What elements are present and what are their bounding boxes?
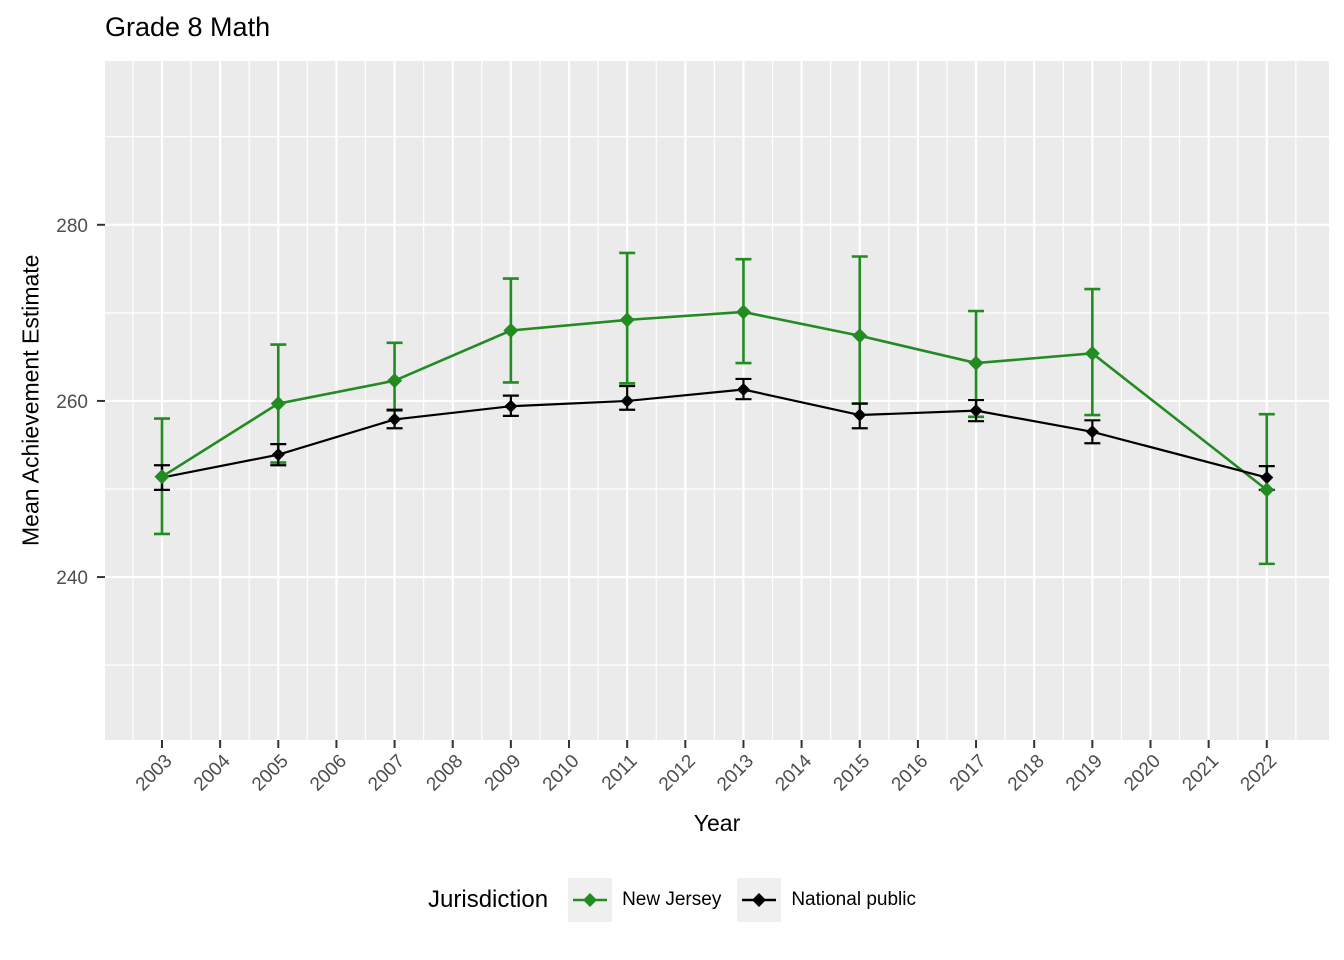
x-tick-label: 2007 <box>364 751 409 796</box>
point-new-jersey <box>852 328 868 344</box>
point-national-public <box>1085 425 1099 439</box>
point-national-public <box>504 399 518 413</box>
legend-item-label: National public <box>791 889 916 910</box>
legend-item-label: New Jersey <box>622 889 722 910</box>
point-new-jersey <box>1084 345 1100 361</box>
x-tick-label: 2016 <box>888 751 933 796</box>
point-new-jersey <box>503 322 519 338</box>
point-new-jersey <box>735 304 751 320</box>
point-national-public <box>620 394 634 408</box>
point-national-public <box>1260 471 1274 485</box>
plot-area: 240 260 280 2003 2004 2005 2006 2007 2008 2009 201… <box>56 61 1329 796</box>
x-tick-label: 2018 <box>1004 751 1049 796</box>
x-tick-label: 2009 <box>481 751 526 796</box>
point-national-public <box>388 412 402 426</box>
legend-item-new-jersey: New Jersey <box>568 878 721 922</box>
x-tick-label: 2011 <box>598 751 642 795</box>
point-national-public <box>969 404 983 418</box>
x-axis-title: Year <box>693 810 741 836</box>
line-new-jersey <box>161 310 1268 491</box>
x-tick-label: 2004 <box>190 750 235 795</box>
x-tick-label: 2022 <box>1237 751 1282 796</box>
point-national-public <box>736 382 750 396</box>
point-new-jersey <box>619 312 635 328</box>
x-tick-label: 2015 <box>830 751 875 796</box>
point-national-public <box>853 408 867 422</box>
x-tick-label: 2020 <box>1120 751 1165 796</box>
legend-key-glyph <box>742 893 777 907</box>
legend-key-icon <box>737 878 782 922</box>
line-national-public <box>161 388 1268 479</box>
point-new-jersey <box>968 355 984 371</box>
point-new-jersey <box>154 469 170 485</box>
x-tick-label: 2021 <box>1178 751 1223 796</box>
x-tick-label: 2019 <box>1062 751 1107 796</box>
legend-key-icon <box>568 878 613 922</box>
legend-item-national-public: National public <box>737 878 916 922</box>
point-new-jersey <box>270 396 286 412</box>
x-tick-label: 2017 <box>946 751 991 796</box>
legend-items: New Jersey National public <box>568 878 916 922</box>
x-tick-label: 2014 <box>771 750 816 795</box>
point-new-jersey <box>387 373 403 389</box>
legend: Jurisdiction New Jersey National public <box>0 878 1344 922</box>
x-tick-label: 2003 <box>132 751 177 796</box>
x-tick-label: 2013 <box>713 751 758 796</box>
legend-key-glyph <box>573 893 608 907</box>
x-tick-label: 2010 <box>539 751 584 796</box>
y-tick-label: 240 <box>56 568 88 589</box>
x-tick-label: 2008 <box>423 751 468 796</box>
x-tick-label: 2005 <box>248 751 293 796</box>
chart-title: Grade 8 Math <box>105 12 271 42</box>
x-tick-label: 2012 <box>655 751 700 796</box>
point-national-public <box>271 448 285 462</box>
legend-title: Jurisdiction <box>428 886 549 913</box>
x-tick-label: 2006 <box>306 751 351 796</box>
y-tick-label: 260 <box>56 392 88 413</box>
point-new-jersey <box>1259 482 1275 498</box>
y-tick-label: 280 <box>56 216 88 237</box>
